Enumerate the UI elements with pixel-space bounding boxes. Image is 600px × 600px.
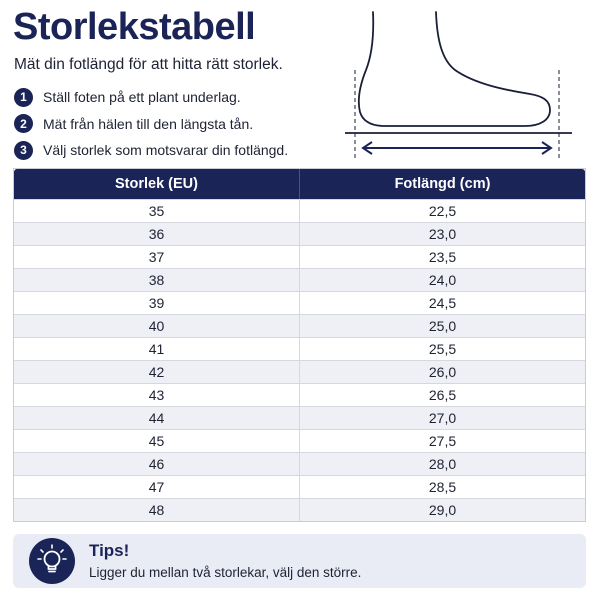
lightbulb-icon <box>29 538 75 584</box>
arrow-head-right <box>541 141 553 155</box>
table-row: 38 24,0 <box>14 268 585 291</box>
step-number-badge: 2 <box>14 114 33 133</box>
arrow-head-left <box>361 141 373 155</box>
table-row: 45 27,5 <box>14 429 585 452</box>
step-number-badge: 1 <box>14 87 33 107</box>
table-row: 48 29,0 <box>14 498 585 521</box>
table-header: Storlek (EU) Fotlängd (cm) <box>14 169 585 199</box>
foot-length-cell: 26,0 <box>299 361 585 383</box>
foot-measurement-illustration <box>345 11 572 158</box>
size-cell: 43 <box>148 387 165 403</box>
foot-length-cell: 22,5 <box>299 200 585 222</box>
tip-box: Tips! Ligger du mellan två storlekar, vä… <box>13 534 586 588</box>
foot-length-cell: 29,0 <box>299 499 585 521</box>
table-row: 37 23,5 <box>14 245 585 268</box>
table-row: 35 22,5 <box>14 199 585 222</box>
foot-length-cell: 23,5 <box>299 246 585 268</box>
page-subtitle: Mät din fotlängd för att hitta rätt stor… <box>14 56 283 73</box>
table-row: 42 26,0 <box>14 360 585 383</box>
step-1: 1 Ställ foten på ett plant underlag. <box>14 84 288 110</box>
page-title: Storlekstabell <box>13 6 256 48</box>
table-row: 44 27,0 <box>14 406 585 429</box>
size-cell: 35 <box>148 203 165 219</box>
instruction-steps: 1 Ställ foten på ett plant underlag. 2 M… <box>14 84 288 164</box>
size-cell: 41 <box>148 341 165 357</box>
size-cell: 37 <box>148 249 165 265</box>
size-cell: 39 <box>148 295 165 311</box>
step-text: Mät från hälen till den längsta tån. <box>43 115 254 132</box>
size-cell: 42 <box>148 364 165 380</box>
step-text: Välj storlek som motsvarar din fotlängd. <box>43 142 289 158</box>
foot-length-cell: 27,0 <box>299 407 585 429</box>
column-header-foot-length: Fotlängd (cm) <box>299 169 585 199</box>
foot-length-cell: 28,5 <box>299 476 585 498</box>
foot-length-cell: 25,5 <box>299 338 585 360</box>
foot-length-cell: 26,5 <box>299 384 585 406</box>
table-row: 36 23,0 <box>14 222 585 245</box>
size-cell: 47 <box>148 479 165 495</box>
table-row: 46 28,0 <box>14 452 585 475</box>
foot-length-cell: 23,0 <box>299 223 585 245</box>
table-body: 35 22,5 36 23,0 37 23,5 38 24,0 39 24,5 40 25,0 41 25… <box>14 199 585 521</box>
step-text: Ställ foten på ett plant underlag. <box>43 89 241 105</box>
foot-length-cell: 28,0 <box>299 453 585 475</box>
foot-length-cell: 25,0 <box>299 315 585 337</box>
table-row: 39 24,5 <box>14 291 585 314</box>
size-cell: 36 <box>148 226 165 242</box>
table-row: 43 26,5 <box>14 383 585 406</box>
table-row: 47 28,5 <box>14 475 585 498</box>
size-table: Storlek (EU) Fotlängd (cm) 35 22,5 36 23,0 3… <box>13 168 586 522</box>
table-row: 40 25,0 <box>14 314 585 337</box>
table-row: 41 25,5 <box>14 337 585 360</box>
column-header-size: Storlek (EU) <box>115 176 198 192</box>
size-cell: 38 <box>148 272 165 288</box>
size-cell: 44 <box>148 410 165 426</box>
foot-length-cell: 27,5 <box>299 430 585 452</box>
step-2: 2 Mät från hälen till den längsta tån. <box>14 111 288 137</box>
foot-length-cell: 24,0 <box>299 269 585 291</box>
step-3: 3 Välj storlek som motsvarar din fotläng… <box>14 137 288 163</box>
size-cell: 48 <box>148 502 165 518</box>
foot-outline-icon <box>357 11 551 127</box>
tip-text: Ligger du mellan två storlekar, välj den… <box>89 565 362 580</box>
size-cell: 46 <box>148 456 165 472</box>
step-number-badge: 3 <box>14 140 33 160</box>
foot-length-cell: 24,5 <box>299 292 585 314</box>
tip-title: Tips! <box>89 541 130 560</box>
size-cell: 45 <box>148 433 165 449</box>
size-cell: 40 <box>148 318 165 334</box>
